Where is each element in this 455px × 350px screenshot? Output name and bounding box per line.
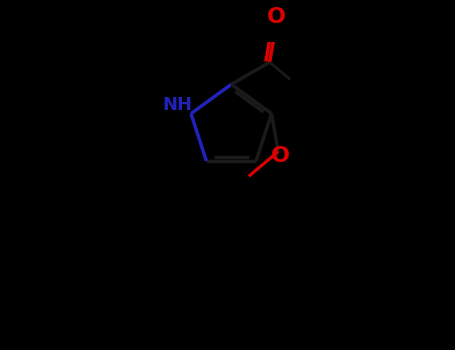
Text: O: O [267, 7, 286, 27]
Text: O: O [271, 146, 290, 166]
Text: NH: NH [162, 96, 192, 114]
